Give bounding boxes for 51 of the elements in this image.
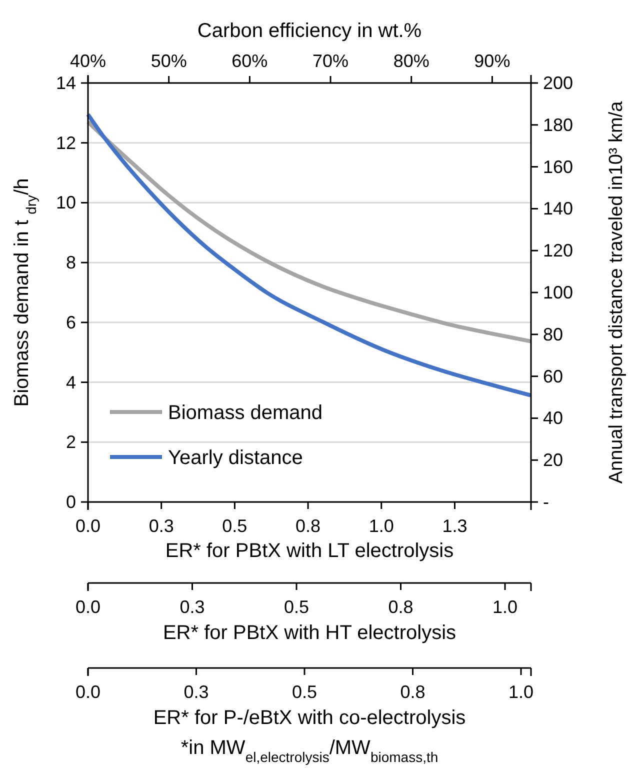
category-label: 0.8 — [388, 597, 414, 617]
x2-axis-title: Carbon efficiency in wt.% — [197, 20, 422, 42]
y2-tick-label: 200 — [543, 73, 574, 93]
text: ER* for P-/eBtX with co-electrolysis — [153, 707, 466, 729]
line-series — [86, 112, 533, 398]
x-tick-label: 1.0 — [368, 516, 394, 536]
y2-tick-label: 60 — [543, 366, 564, 386]
x-tick-label: 0.3 — [148, 516, 174, 536]
x-axis-title: ER* for PBtX with LT electrolysis — [165, 540, 454, 562]
x2-tick-label: 80% — [393, 51, 430, 71]
y2-axis-title: Annual transport distance traveled in10³ km/a — [606, 100, 627, 484]
legend-label: Yearly distance — [168, 447, 303, 469]
y-tick-label: 4 — [66, 372, 76, 392]
text: ER* for PBtX with HT electrolysis — [162, 622, 456, 644]
x-tick-label: 1.3 — [442, 516, 468, 536]
category-label: 0.3 — [180, 597, 205, 617]
y-tick-label: 0 — [66, 492, 76, 512]
x2-tick-label: 50% — [150, 51, 187, 71]
category-label: 1.0 — [508, 682, 534, 702]
x-tick-label: 0.8 — [296, 516, 321, 536]
x2-tick-label: 40% — [70, 51, 106, 71]
line-series — [86, 120, 533, 344]
y2-tick-label: 180 — [543, 114, 574, 135]
y-tick-label: 10 — [56, 192, 76, 213]
y-tick-label: 8 — [66, 252, 76, 273]
category-label: 0.0 — [75, 682, 101, 702]
y-tick-label: 6 — [66, 312, 76, 332]
x-tick-label: 0.5 — [222, 516, 248, 536]
y-tick-label: 2 — [66, 432, 76, 452]
y2-tick-label: 160 — [543, 156, 574, 177]
y2-tick-label: - — [543, 492, 549, 512]
y2-tick-label: 120 — [543, 240, 574, 261]
category-label: 0.5 — [284, 597, 310, 617]
x2-tick-label: 60% — [232, 51, 268, 71]
text: *in MW$_{el,electrolysis}$/MW$_{biomass,th}$ — [180, 737, 438, 765]
category-label: 0.3 — [184, 682, 209, 702]
y2-tick-label: 40 — [543, 408, 564, 428]
x2-tick-label: 90% — [474, 51, 510, 71]
y-tick-label: 14 — [56, 73, 76, 93]
legend-label: Biomass demand — [168, 402, 323, 424]
category-label: 0.8 — [400, 682, 426, 702]
y2-tick-label: 140 — [543, 198, 574, 219]
y2-tick-label: 100 — [543, 282, 574, 302]
y-tick-label: 12 — [56, 132, 76, 153]
y2-tick-label: 80 — [543, 324, 564, 344]
category-label: 0.0 — [75, 597, 101, 617]
category-label: 1.0 — [492, 597, 518, 617]
x2-tick-label: 70% — [312, 51, 349, 71]
y2-tick-label: 20 — [543, 450, 564, 470]
x-tick-label: 0.0 — [75, 516, 101, 536]
category-label: 0.5 — [292, 682, 318, 702]
